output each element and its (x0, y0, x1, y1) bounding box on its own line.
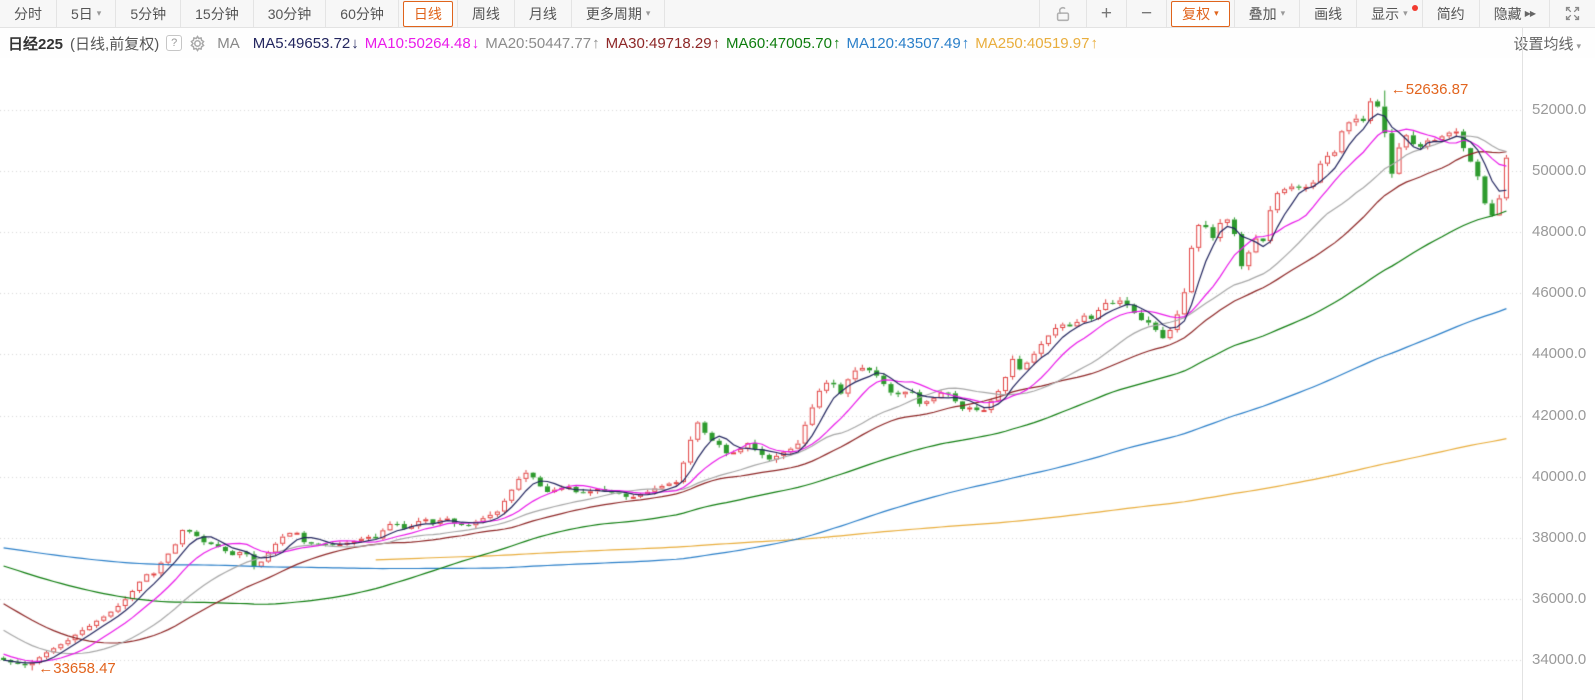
notification-dot (1411, 5, 1418, 11)
chart-mode-label: (日线,前复权) (70, 35, 160, 53)
ma120-value: MA120:43507.49↑ (846, 34, 970, 52)
y-axis-separator (1522, 28, 1523, 700)
y-axis-label: 48000.0 (1532, 223, 1587, 241)
chevron-down-icon: ▾ (96, 8, 102, 18)
gear-icon[interactable] (189, 34, 206, 52)
chevron-down-icon: ▾ (1214, 8, 1219, 18)
y-axis-label: 50000.0 (1532, 162, 1587, 180)
down-arrow-icon: ↓ (471, 34, 480, 52)
y-axis-label: 34000.0 (1532, 650, 1587, 668)
ma-legend: MA5:49653.72↓ MA10:50264.48↓ MA20:50447.77… (247, 35, 1098, 52)
zoom-in-button[interactable]: + (1085, 0, 1126, 27)
period-button-60min[interactable]: 60分钟 (326, 0, 399, 27)
y-axis-label: 40000.0 (1532, 467, 1587, 485)
up-arrow-icon: ↑ (592, 34, 600, 52)
help-icon[interactable]: ? (166, 35, 183, 51)
up-arrow-icon: ↑ (832, 34, 841, 52)
draw-line-button[interactable]: 画线 (1299, 0, 1356, 27)
low-annotation: ←33658.47 (38, 660, 116, 678)
y-axis-label: 42000.0 (1532, 406, 1587, 424)
up-arrow-icon: ↑ (961, 34, 970, 52)
candlestick-chart[interactable] (0, 58, 1522, 700)
adjust-mode-button[interactable]: 复权 ▾ (1166, 0, 1234, 27)
period-button-five-day[interactable]: 5日 ▾ (57, 0, 117, 27)
period-button-monthly[interactable]: 月线 (515, 0, 572, 27)
period-button-15min[interactable]: 15分钟 (181, 0, 254, 27)
period-button-daily[interactable]: 日线 (399, 0, 458, 27)
up-arrow-icon: ↑ (1090, 34, 1099, 52)
ma5-value: MA5:49653.72↓ (252, 34, 359, 52)
fullscreen-button[interactable] (1549, 0, 1595, 27)
y-axis-label: 52000.0 (1532, 101, 1587, 118)
tools-group: + − 复权 ▾ 叠加 ▾ 画线 显示 ▾ 简约 隐藏 ▶▶ (1038, 0, 1595, 27)
ma20-value: MA20:50447.77↑ (485, 34, 600, 52)
ma60-value: MA60:47005.70↑ (726, 34, 841, 52)
ma-settings-button[interactable]: 设置均线 ▾ (1513, 35, 1581, 53)
chevron-down-icon: ▾ (1280, 8, 1286, 18)
ma250-value: MA250:40519.97↑ (975, 34, 1099, 52)
overlay-button[interactable]: 叠加 ▾ (1233, 0, 1300, 27)
double-chevron-icon: ▶▶ (1524, 9, 1536, 18)
zoom-out-button[interactable]: − (1125, 0, 1166, 27)
period-button-more-periods[interactable]: 更多周期 ▾ (572, 0, 666, 27)
chevron-down-icon: ▾ (645, 8, 651, 18)
y-axis-label: 38000.0 (1532, 528, 1587, 546)
ma-indicator-label: MA (217, 34, 240, 52)
y-axis-label: 46000.0 (1532, 284, 1587, 302)
period-button-30min[interactable]: 30分钟 (254, 0, 327, 27)
period-button-weekly[interactable]: 周线 (458, 0, 515, 27)
period-toolbar: 分时 5日 ▾ 5分钟 15分钟 30分钟 60分钟 日线 周线 月线 更多周期 ▾ + − 复权 ▾ 叠加 ▾… (0, 0, 1595, 28)
info-bar: 日经225 (日线,前复权) ? MA MA5:49653.72↓ MA10:50… (0, 28, 1595, 58)
high-annotation: ←52636.87 (1390, 80, 1469, 98)
symbol-name: 日经225 (8, 35, 64, 53)
down-arrow-icon: ↓ (351, 34, 359, 52)
chevron-down-icon: ▾ (1576, 40, 1581, 51)
expand-icon (1564, 5, 1581, 22)
y-axis-label: 36000.0 (1532, 589, 1587, 607)
chevron-down-icon: ▾ (1403, 8, 1408, 18)
period-group: 分时 5日 ▾ 5分钟 15分钟 30分钟 60分钟 日线 周线 月线 更多周期 ▾ (0, 0, 666, 27)
period-button-minute-line[interactable]: 分时 (0, 0, 57, 27)
display-button[interactable]: 显示 ▾ (1356, 0, 1422, 27)
ma30-value: MA30:49718.29↑ (605, 34, 721, 52)
up-arrow-icon: ↑ (712, 34, 721, 52)
y-axis-label: 44000.0 (1532, 345, 1587, 363)
period-button-5min[interactable]: 5分钟 (116, 0, 182, 27)
lock-icon (1054, 5, 1072, 23)
lock-button[interactable] (1038, 0, 1086, 27)
hide-button[interactable]: 隐藏 ▶▶ (1478, 0, 1549, 27)
simple-mode-button[interactable]: 简约 (1421, 0, 1479, 27)
ma10-value: MA10:50264.48↓ (364, 34, 480, 52)
